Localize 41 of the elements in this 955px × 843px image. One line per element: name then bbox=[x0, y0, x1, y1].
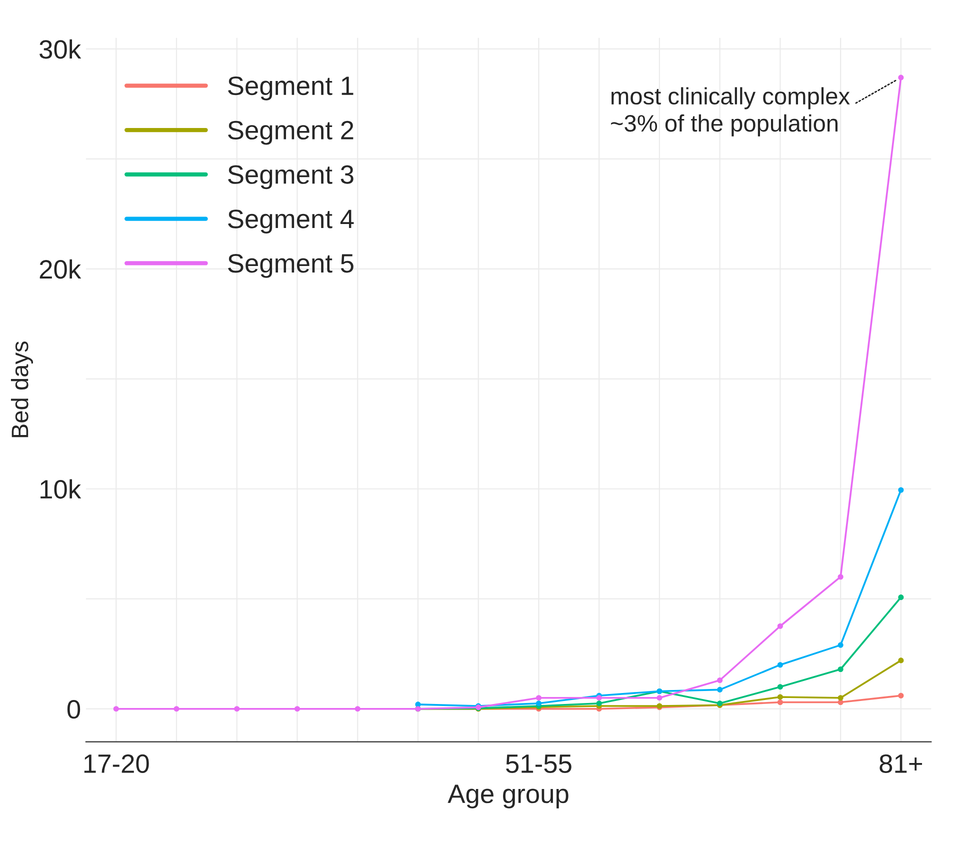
point bbox=[898, 594, 904, 600]
point bbox=[838, 695, 844, 701]
point bbox=[294, 706, 300, 712]
point bbox=[354, 706, 360, 712]
point bbox=[113, 706, 119, 712]
point bbox=[536, 700, 542, 706]
point bbox=[174, 706, 180, 712]
y-tick-label: 20k bbox=[40, 259, 82, 279]
point bbox=[777, 623, 783, 629]
x-axis-title: Age group bbox=[448, 784, 568, 808]
point bbox=[536, 695, 542, 701]
legend-label: Segment 4 bbox=[228, 210, 354, 234]
point bbox=[777, 694, 783, 700]
y-tick-label: 10k bbox=[40, 479, 82, 499]
point bbox=[777, 699, 783, 706]
x-tick-label: 51-55 bbox=[506, 754, 572, 774]
y-tick-label: 0 bbox=[67, 700, 80, 719]
x-tick-label: 81+ bbox=[880, 754, 922, 774]
point bbox=[596, 700, 602, 706]
point bbox=[717, 686, 723, 692]
point bbox=[717, 677, 723, 684]
legend-label: Segment 3 bbox=[228, 165, 354, 190]
y-axis-title: Bed days bbox=[10, 342, 33, 438]
point bbox=[777, 662, 783, 668]
y-tick-label: 30k bbox=[40, 39, 82, 59]
legend-label: Segment 1 bbox=[228, 76, 354, 100]
annotation: most clinically complex ~3% of the population bbox=[611, 87, 850, 136]
point bbox=[838, 666, 844, 672]
point bbox=[898, 487, 904, 493]
point bbox=[596, 695, 602, 701]
point bbox=[898, 692, 904, 698]
point bbox=[898, 658, 904, 664]
legend-label: Segment 2 bbox=[228, 120, 354, 145]
point bbox=[777, 684, 783, 690]
point bbox=[656, 695, 662, 701]
point bbox=[838, 574, 844, 580]
point bbox=[838, 642, 844, 648]
legend-label: Segment 5 bbox=[228, 254, 354, 278]
point bbox=[898, 74, 904, 80]
x-tick-label: 17-20 bbox=[84, 754, 149, 774]
point bbox=[234, 706, 240, 712]
